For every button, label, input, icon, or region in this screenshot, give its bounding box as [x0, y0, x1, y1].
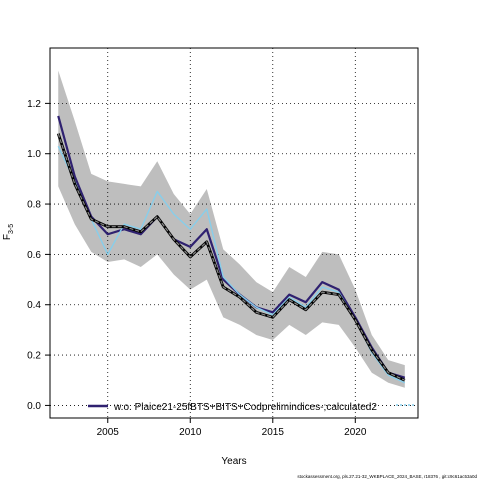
confidence-band — [58, 70, 405, 388]
y-tick-label: 1.0 — [27, 149, 41, 160]
y-tick-label: 0.4 — [27, 300, 41, 311]
x-tick-label: 2005 — [97, 427, 120, 438]
y-tick-label: 0.6 — [27, 250, 41, 261]
grid-layer — [50, 48, 418, 418]
legend: w.o. Plaice21-25fBTS+BITS+Codprelimindic… — [88, 402, 415, 413]
y-axis-label-main: F — [2, 234, 13, 240]
y-tick-label: 1.2 — [27, 99, 41, 110]
y-axis-label-subscript: 3-5 — [8, 224, 15, 234]
series-line-1 — [57, 115, 406, 379]
confidence-band-layer — [58, 70, 405, 388]
x-tick-label: 2010 — [179, 427, 202, 438]
series-line-4 — [57, 133, 406, 381]
axis-layer: 2005 2010 2015 2020 0.0 0.2 0.4 0.6 0.8 1.0 1.2 — [27, 99, 367, 438]
x-tick-label: 2015 — [262, 427, 285, 438]
x-axis-label: Years — [221, 456, 246, 467]
y-tick-label: 0.0 — [27, 401, 41, 412]
y-tick-label: 0.2 — [27, 351, 41, 362]
footer-credit: stockassessment.org, pls.27.21-32_WKBPLA… — [297, 474, 477, 479]
y-axis-label: F3-5 — [2, 224, 15, 240]
series-layer — [56, 115, 406, 384]
plot-frame — [49, 47, 419, 419]
y-tick-label: 0.8 — [27, 200, 41, 211]
x-tick-label: 2020 — [344, 427, 367, 438]
legend-label: w.o. Plaice21-25fBTS+BITS+Codprelimindic… — [113, 402, 377, 413]
